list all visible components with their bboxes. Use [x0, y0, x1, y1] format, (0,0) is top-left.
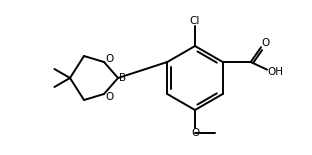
Text: Cl: Cl	[190, 16, 200, 26]
Text: O: O	[105, 54, 113, 64]
Text: B: B	[119, 73, 127, 83]
Text: OH: OH	[267, 67, 283, 77]
Text: O: O	[105, 92, 113, 102]
Text: O: O	[261, 38, 269, 48]
Text: O: O	[191, 128, 199, 138]
